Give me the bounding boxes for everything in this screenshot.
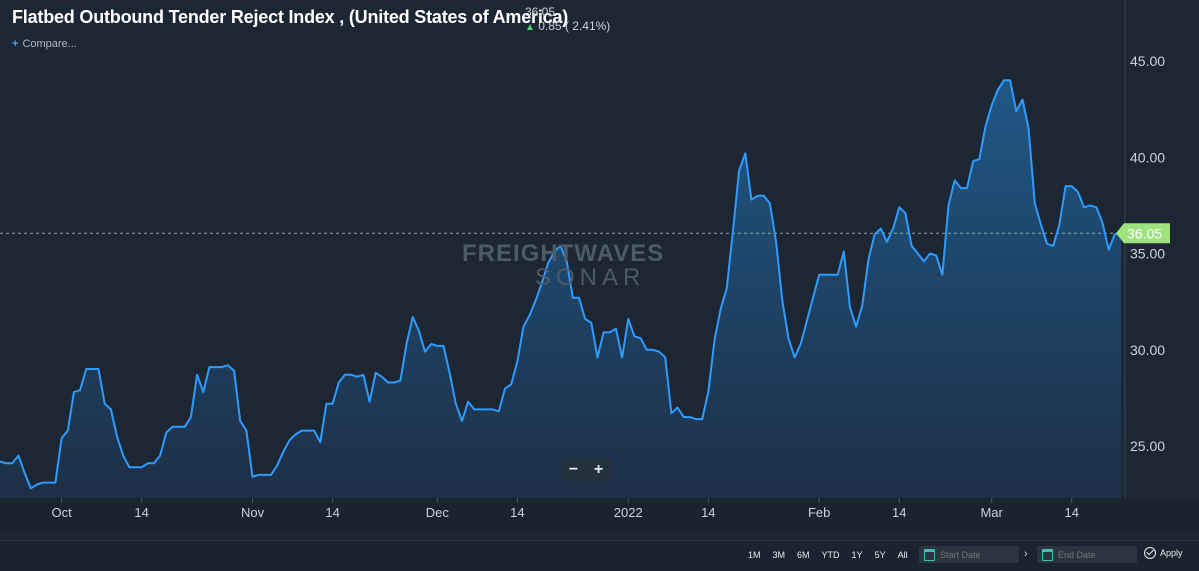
calendar-icon (1042, 548, 1053, 561)
end-date-field[interactable] (1037, 546, 1137, 563)
y-tick-label: 30.00 (1130, 342, 1165, 358)
range-ytd-button[interactable]: YTD (821, 550, 840, 560)
change-value: 0.85 ( 2.41%) (538, 19, 611, 33)
start-date-field[interactable] (919, 546, 1019, 563)
x-tick-label: 14 (134, 505, 148, 520)
chart-svg: 25.00 30.00 35.00 40.00 45.00 Oct 14 Nov 14 Dec 1… (0, 0, 1199, 530)
start-date-input[interactable] (940, 549, 1010, 560)
range-1m-button[interactable]: 1M (748, 550, 761, 560)
last-value-tag-label: 36.05 (1127, 225, 1162, 241)
x-tick-label: 14 (510, 505, 524, 520)
y-tick-label: 25.00 (1130, 438, 1165, 454)
date-separator-chevron-icon: › (1024, 548, 1028, 560)
range-6m-button[interactable]: 6M (797, 550, 810, 560)
series-line[interactable] (0, 79, 1122, 490)
range-selector: 1M 3M 6M YTD 1Y 5Y All (742, 550, 914, 560)
x-tick-label: Nov (241, 505, 265, 520)
watermark-sonar: SONAR (535, 264, 646, 291)
x-axis-band (0, 498, 1199, 530)
compare-label: Compare... (22, 38, 77, 50)
apply-button[interactable]: Apply (1144, 547, 1183, 559)
range-5y-button[interactable]: 5Y (874, 550, 886, 560)
series-area-fill (0, 80, 1121, 499)
x-tick-label: Mar (980, 505, 1003, 520)
x-tick-label: 14 (325, 505, 339, 520)
y-tick-label: 45.00 (1130, 53, 1165, 69)
last-value-tag-layer: 36.05 (1116, 223, 1170, 244)
zoom-in-button[interactable]: + (593, 461, 604, 478)
x-tick-label: Oct (51, 505, 72, 520)
x-tick-label: Feb (808, 505, 830, 520)
last-value-tag (1116, 223, 1170, 244)
y-tick-layer: 25.00 30.00 35.00 40.00 45.00 (1130, 53, 1165, 454)
up-arrow-icon: ▲ (525, 22, 535, 33)
zoom-controls: − + (561, 459, 611, 481)
x-tick-label: 2022 (614, 505, 643, 520)
line-layer (0, 79, 1122, 490)
range-3m-button[interactable]: 3M (772, 550, 786, 560)
x-tick-label: 14 (892, 505, 906, 520)
last-value-readout: 36.05 (525, 5, 556, 19)
bottom-toolbar: 1M 3M 6M YTD 1Y 5Y All › Apply (0, 540, 1199, 571)
area-layer (0, 80, 1121, 499)
y-tick-label: 40.00 (1130, 149, 1165, 165)
x-tick-layer: Oct 14 Nov 14 Dec 14 2022 14 Feb 14 Mar 14 (51, 498, 1079, 520)
change-readout: ▲ 0.85 ( 2.41%) (525, 19, 610, 33)
apply-label: Apply (1160, 548, 1183, 558)
x-tick-label: 14 (1064, 505, 1078, 520)
x-tick-label: Dec (426, 505, 450, 520)
range-1y-button[interactable]: 1Y (851, 550, 863, 560)
chart-title: Flatbed Outbound Tender Reject Index , (… (12, 7, 569, 27)
zoom-out-button[interactable]: − (568, 461, 579, 478)
y-tick-label: 35.00 (1130, 246, 1165, 262)
plus-icon: + (12, 38, 19, 50)
chart-area[interactable]: 25.00 30.00 35.00 40.00 45.00 Oct 14 Nov 14 Dec 1… (0, 0, 1199, 530)
range-all-button[interactable]: All (897, 550, 908, 560)
x-tick-label: 14 (701, 505, 715, 520)
check-circle-icon (1144, 547, 1156, 559)
compare-button[interactable]: + Compare... (12, 38, 77, 50)
watermark-freightwaves: FREIGHTWAVES (462, 240, 665, 267)
calendar-icon (924, 548, 935, 561)
end-date-input[interactable] (1058, 549, 1128, 560)
